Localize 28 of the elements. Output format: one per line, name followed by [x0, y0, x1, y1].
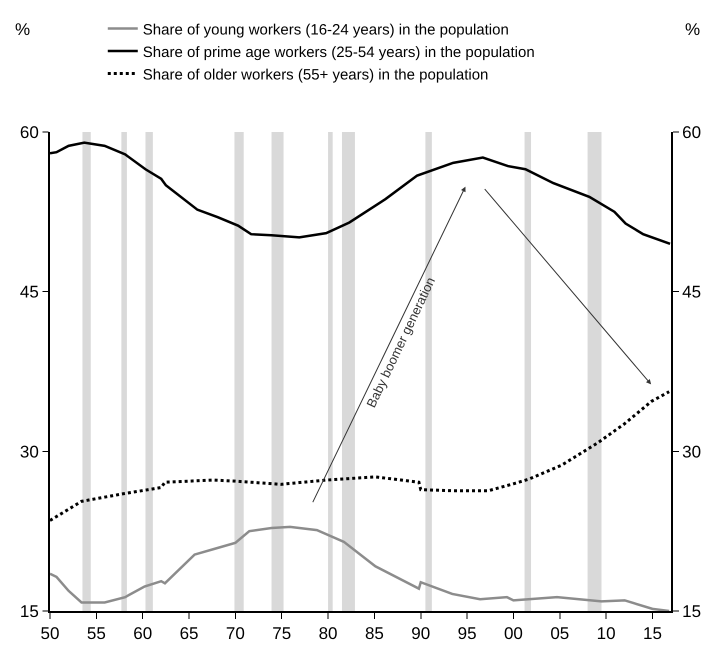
legend-label: Share of older workers (55+ years) in the population	[142, 66, 488, 84]
y-tick-label: 45	[20, 282, 39, 302]
y2-axis-title: %	[685, 20, 700, 39]
y2-tick-label: 45	[682, 282, 702, 302]
y-tick-label: 15	[20, 602, 39, 621]
x-tick-label: 15	[643, 624, 662, 644]
x-tick-label: 90	[411, 624, 430, 644]
line-series	[50, 526, 670, 611]
x-tick-label: 65	[180, 624, 198, 644]
x-tick-label: 50	[40, 624, 60, 644]
x-tick-label: 10	[596, 624, 616, 644]
y2-tick-label: 60	[682, 122, 702, 142]
y-tick-label: 60	[20, 122, 39, 142]
y2-tick-label: 30	[682, 442, 702, 462]
x-tick-label: 60	[133, 624, 152, 644]
x-tick-label: 95	[458, 624, 477, 644]
x-tick-label: 55	[86, 624, 106, 644]
x-tick-label: 75	[272, 624, 292, 644]
x-tick-label: 85	[364, 624, 384, 644]
y2-tick-label: 15	[682, 602, 702, 621]
y-axis-title: %	[15, 20, 30, 39]
x-tick-label: 05	[550, 624, 570, 644]
y-tick-label: 30	[20, 442, 39, 462]
legend-label: Share of prime age workers (25-54 years) in the population	[142, 44, 535, 61]
x-tick-label: 80	[318, 624, 338, 644]
x-tick-label: 00	[504, 624, 523, 644]
x-tick-label: 70	[226, 624, 245, 644]
legend-label: Share of young workers (16-24 years) in the population	[142, 21, 509, 38]
